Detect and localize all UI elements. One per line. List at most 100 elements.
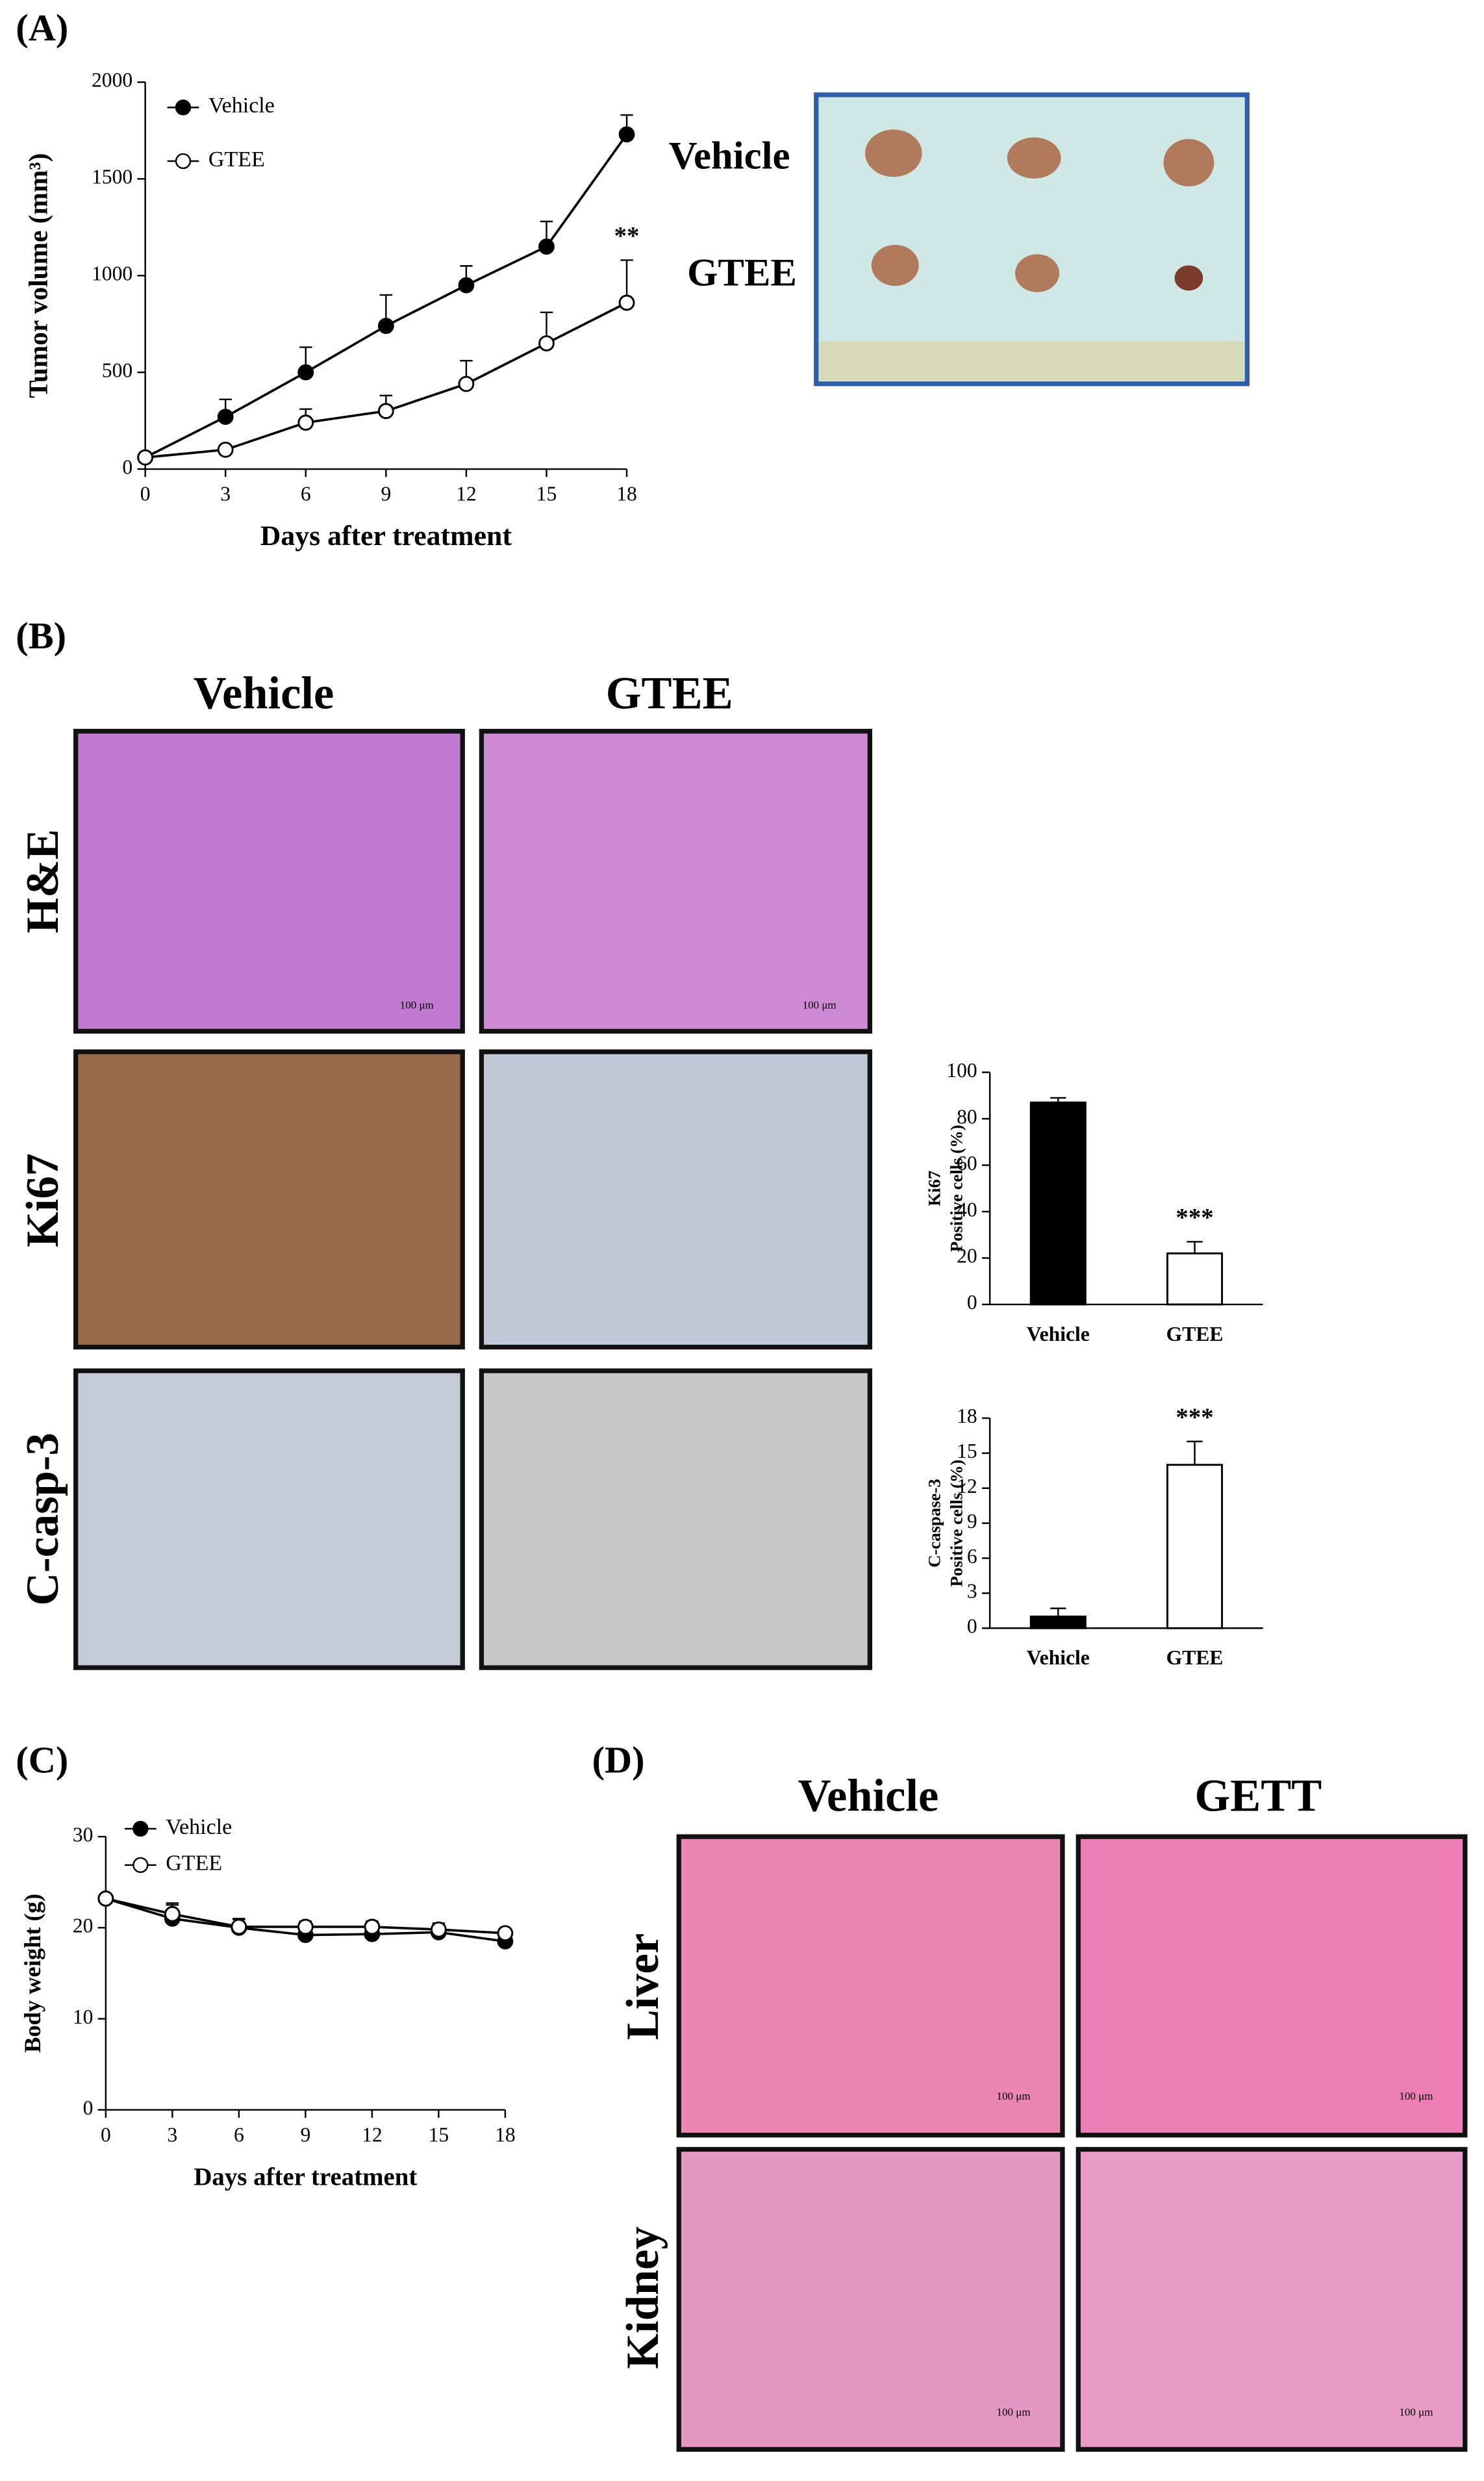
point [217,441,234,458]
point [430,1921,447,1938]
ruler [819,341,1244,381]
x-tick-label: 3 [220,483,231,505]
y-tick-label: 0 [967,1291,977,1314]
row-label: Kidney [618,2226,668,2369]
x-tick-label: 9 [381,483,391,505]
liver-image [676,1834,1065,2138]
x-axis-label: Days after treatment [260,520,512,552]
bar [1166,1252,1224,1306]
y-tick-label: 40 [957,1198,977,1221]
y-tick-label: 18 [957,1405,977,1427]
point [377,318,394,335]
legend-label: Vehicle [166,1815,232,1839]
annotation: *** [1176,1403,1213,1431]
point [164,1905,181,1922]
bar [1166,1464,1224,1629]
x-tick-label: GTEE [1166,1323,1224,1345]
kidney-image [676,2146,1065,2452]
casp-image [73,1368,465,1670]
panel-label: (D) [592,1739,645,1781]
x-tick-label: 15 [536,483,557,505]
y-tick-label: 9 [967,1510,977,1533]
bar [1029,1615,1087,1629]
column-header: Vehicle [798,1770,939,1821]
y-axis-label: Ki67 [925,1171,944,1206]
x-tick-label: 9 [300,2123,310,2146]
tumors [865,129,1214,292]
point [497,1925,514,1942]
scale-bar-label: 100 μm [1399,2090,1433,2102]
scale-bar-label: 100 μm [997,2406,1031,2418]
x-tick-label: 15 [429,2123,449,2146]
point [618,126,635,143]
point [458,375,475,392]
x-tick-label: Vehicle [1027,1323,1090,1345]
y-axis-label: Positive cells (%) [947,1460,966,1587]
point [97,1890,114,1907]
legend-marker [175,99,192,116]
point [297,1918,314,1935]
row-label: Liver [618,1933,668,2040]
point [231,1918,247,1935]
kidney-image [1075,2146,1468,2452]
point [217,409,234,426]
y-tick-label: 60 [957,1152,977,1175]
x-tick-label: Vehicle [1027,1646,1090,1669]
row-label: Ki67 [18,1153,68,1247]
x-tick-label: 18 [616,483,637,505]
column-header: Vehicle [194,668,334,719]
y-tick-label: 3 [967,1580,977,1603]
x-tick-label: 6 [234,2123,244,2146]
y-tick-label: 100 [946,1059,977,1082]
scale-bar-label: 100 μm [803,999,836,1011]
x-tick-label: 0 [140,483,151,505]
point [377,403,394,420]
y-axis-label: Tumor volume (mm³) [23,153,54,398]
x-tick-label: GTEE [1166,1646,1224,1669]
he-image [479,728,873,1034]
ki67-image [73,1049,465,1350]
column-header: GTEE [606,668,733,719]
scale-bar-label: 100 μm [997,2090,1031,2102]
y-tick-label: 15 [957,1440,977,1462]
panel-label: (A) [16,6,68,49]
scale-bar-label: 100 μm [400,999,434,1011]
legend-label: GTEE [208,147,265,172]
x-tick-label: 12 [456,483,477,505]
photo-label: GTEE [687,251,797,294]
row-label: C-casp-3 [18,1432,68,1605]
y-tick-label: 80 [957,1105,977,1128]
x-tick-label: 18 [495,2123,516,2146]
point [297,364,314,381]
y-axis-label: Positive cells (%) [947,1125,966,1252]
point [297,414,314,431]
y-tick-label: 10 [73,2005,94,2028]
bar [1029,1101,1087,1306]
x-tick-label: 12 [362,2123,383,2146]
panel-label: (C) [16,1739,68,1781]
row-label: H&E [18,829,68,934]
y-tick-label: 0 [122,455,132,478]
point [364,1918,381,1935]
point [538,238,555,255]
x-axis-label: Days after treatment [194,2163,417,2191]
liver-image [1075,1834,1468,2138]
legend-label: GTEE [166,1851,222,1876]
legend-marker [132,1857,149,1874]
x-tick-label: 0 [101,2123,111,2146]
x-tick-label: 3 [167,2123,177,2146]
y-axis-label: Body weight (g) [19,1894,45,2053]
annotation: ** [614,222,640,249]
y-tick-label: 1500 [92,166,132,188]
annotation: *** [1176,1203,1213,1231]
y-tick-label: 20 [73,1915,94,1937]
casp-image [479,1368,873,1670]
y-tick-label: 2000 [92,69,132,92]
he-image [73,728,465,1034]
y-tick-label: 6 [967,1545,977,1568]
point [538,335,555,351]
x-tick-label: 6 [301,483,311,505]
legend-marker [132,1820,149,1837]
